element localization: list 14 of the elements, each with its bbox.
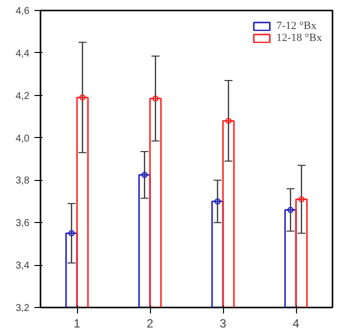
y-tick-label: 4,0 xyxy=(16,133,30,144)
x-tick-label: 1 xyxy=(74,316,81,330)
y-tick-label: 4,6 xyxy=(16,6,30,17)
x-tick-label: 3 xyxy=(220,316,227,330)
y-tick-label: 4,4 xyxy=(16,48,30,60)
legend-label: 12-18 °Bx xyxy=(276,32,322,44)
x-tick-label: 4 xyxy=(292,316,300,330)
y-tick-label: 4,2 xyxy=(16,90,30,102)
y-tick-label: 3,2 xyxy=(16,303,30,314)
x-tick-label: 2 xyxy=(146,316,154,330)
y-tick-label: 3,4 xyxy=(16,260,30,272)
y-tick-label: 3,6 xyxy=(16,218,30,230)
y-tick-label: 3,8 xyxy=(16,176,30,187)
legend-label: 7-12 °Bx xyxy=(276,20,316,32)
